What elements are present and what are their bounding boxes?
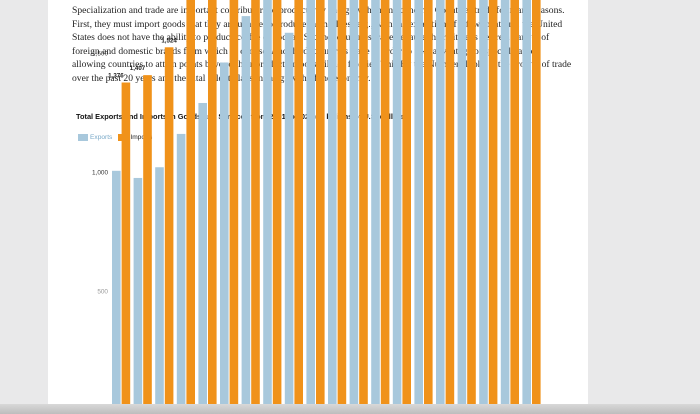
bar-exports: [500, 0, 510, 411]
bar-exports: [306, 0, 315, 410]
y-tick-label: 1,500: [92, 51, 108, 58]
legend-imports-label: Imports: [130, 134, 153, 141]
screen-bottom-edge: [0, 404, 700, 414]
bar-exports: [284, 32, 294, 411]
bar-exports: [263, 0, 272, 410]
bar-imports: [532, 0, 541, 410]
data-label: 1,524: [161, 37, 177, 44]
bar-exports: [414, 0, 423, 411]
bar-exports: [176, 133, 186, 411]
bar-exports: [349, 0, 359, 410]
bar-imports: [316, 0, 325, 410]
bar-imports: [402, 0, 411, 410]
bar-exports: [392, 0, 402, 410]
y-tick-label: 500: [97, 289, 108, 296]
bar-imports: [337, 0, 347, 411]
bar-imports: [251, 0, 260, 411]
bar-imports: [424, 0, 433, 410]
legend-exports-label: Exports: [90, 134, 113, 141]
bar-exports: [220, 62, 229, 411]
bar-exports: [457, 0, 467, 410]
bar-exports: [479, 0, 488, 411]
data-label: 1,407: [130, 65, 146, 72]
bar-exports: [436, 0, 445, 410]
bar-exports: [198, 102, 207, 410]
bar-imports: [467, 0, 476, 410]
bar-exports: [133, 177, 143, 410]
bar-imports: [445, 0, 455, 410]
bar-imports: [272, 0, 282, 410]
bar-exports: [155, 167, 164, 410]
bar-exports: [328, 0, 337, 410]
bar-imports: [208, 0, 217, 410]
legend-exports-swatch: [78, 134, 88, 141]
data-label: 1,376: [108, 73, 124, 80]
bar-imports: [121, 82, 131, 411]
y-tick-label: 1,000: [92, 170, 108, 177]
bar-imports: [164, 47, 174, 411]
legend-exports: Exports: [78, 134, 112, 141]
bar-exports: [241, 16, 251, 411]
chart-title: Total Exports and Imports in Goods and S…: [76, 112, 407, 121]
bar-imports: [294, 0, 303, 411]
bar-exports: [112, 170, 121, 410]
bar-imports: [143, 75, 152, 410]
bar-exports: [522, 0, 531, 410]
bar-imports: [510, 0, 519, 410]
bar-imports: [488, 0, 498, 410]
bar-imports: [229, 0, 239, 410]
bar-exports: [371, 0, 380, 411]
bar-imports: [186, 0, 195, 411]
bar-imports: [380, 0, 390, 410]
bar-imports: [359, 0, 368, 410]
